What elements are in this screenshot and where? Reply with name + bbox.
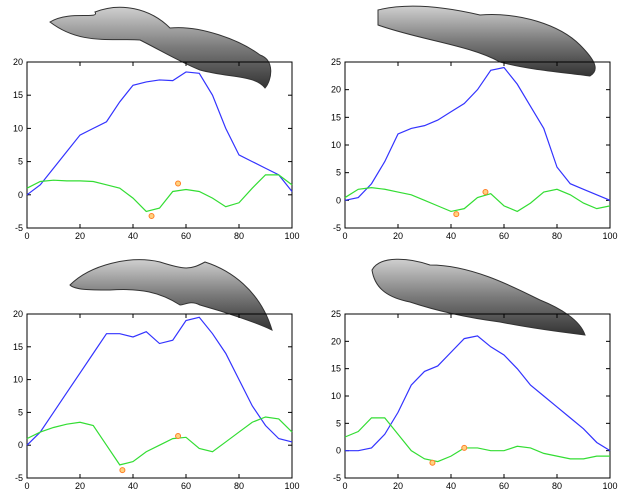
marker-point — [462, 445, 467, 450]
y-tick-label: 0 — [18, 440, 23, 450]
x-tick-label: 40 — [446, 231, 456, 241]
y-tick-label: 5 — [18, 157, 23, 167]
shape-render — [372, 259, 585, 335]
x-tick-label: 0 — [24, 231, 29, 241]
marker-point — [120, 468, 125, 473]
y-tick-label: 5 — [336, 418, 341, 428]
plot-frame — [27, 314, 292, 478]
shape-render — [378, 6, 595, 76]
marker-point — [176, 434, 181, 439]
y-tick-label: -5 — [333, 473, 341, 483]
data-line — [345, 418, 610, 462]
shape-render — [50, 7, 271, 88]
data-line — [345, 68, 610, 201]
data-line — [345, 188, 610, 212]
y-tick-label: 0 — [336, 446, 341, 456]
data-line — [27, 72, 292, 195]
y-tick-label: -5 — [333, 223, 341, 233]
y-tick-label: -5 — [15, 223, 23, 233]
y-tick-label: 10 — [331, 140, 341, 150]
marker-point — [483, 190, 488, 195]
y-tick-label: 10 — [13, 123, 23, 133]
x-tick-label: 60 — [499, 481, 509, 491]
y-tick-label: 20 — [13, 57, 23, 67]
x-tick-label: 0 — [24, 481, 29, 491]
x-tick-label: 60 — [181, 231, 191, 241]
x-tick-label: 80 — [552, 481, 562, 491]
data-line — [345, 336, 610, 451]
plot-frame — [27, 62, 292, 228]
x-tick-label: 40 — [128, 231, 138, 241]
y-tick-label: 25 — [331, 57, 341, 67]
x-tick-label: 100 — [284, 481, 299, 491]
y-tick-label: 5 — [336, 168, 341, 178]
x-tick-label: 60 — [181, 481, 191, 491]
y-tick-label: 20 — [331, 85, 341, 95]
x-tick-label: 100 — [602, 481, 617, 491]
x-tick-label: 0 — [342, 231, 347, 241]
y-tick-label: 5 — [18, 407, 23, 417]
data-line — [27, 175, 292, 212]
y-tick-label: 15 — [13, 90, 23, 100]
y-tick-label: 0 — [18, 190, 23, 200]
x-tick-label: 60 — [499, 231, 509, 241]
x-tick-label: 100 — [284, 231, 299, 241]
x-tick-label: 20 — [75, 231, 85, 241]
plot-frame — [345, 62, 610, 228]
x-tick-label: 40 — [128, 481, 138, 491]
y-tick-label: 15 — [331, 112, 341, 122]
x-tick-label: 80 — [234, 231, 244, 241]
x-tick-label: 0 — [342, 481, 347, 491]
y-tick-label: 20 — [331, 336, 341, 346]
y-tick-label: 10 — [13, 375, 23, 385]
marker-point — [149, 214, 154, 219]
data-line — [27, 417, 292, 465]
x-tick-label: 100 — [602, 231, 617, 241]
x-tick-label: 40 — [446, 481, 456, 491]
marker-point — [176, 181, 181, 186]
marker-point — [430, 460, 435, 465]
x-tick-label: 20 — [393, 231, 403, 241]
y-tick-label: 20 — [13, 309, 23, 319]
plot-frame — [345, 314, 610, 478]
y-tick-label: 0 — [336, 195, 341, 205]
x-tick-label: 20 — [393, 481, 403, 491]
y-tick-label: 15 — [331, 364, 341, 374]
x-tick-label: 80 — [552, 231, 562, 241]
page: {"chart_data": [ {"type": "line", "x": [… — [0, 0, 636, 495]
marker-point — [454, 212, 459, 217]
y-tick-label: -5 — [15, 473, 23, 483]
x-tick-label: 80 — [234, 481, 244, 491]
data-line — [27, 317, 292, 445]
shape-render — [70, 260, 272, 330]
y-tick-label: 10 — [331, 391, 341, 401]
figure: -505101520020406080100-50510152025020406… — [0, 0, 636, 495]
y-tick-label: 15 — [13, 342, 23, 352]
y-tick-label: 25 — [331, 309, 341, 319]
x-tick-label: 20 — [75, 481, 85, 491]
